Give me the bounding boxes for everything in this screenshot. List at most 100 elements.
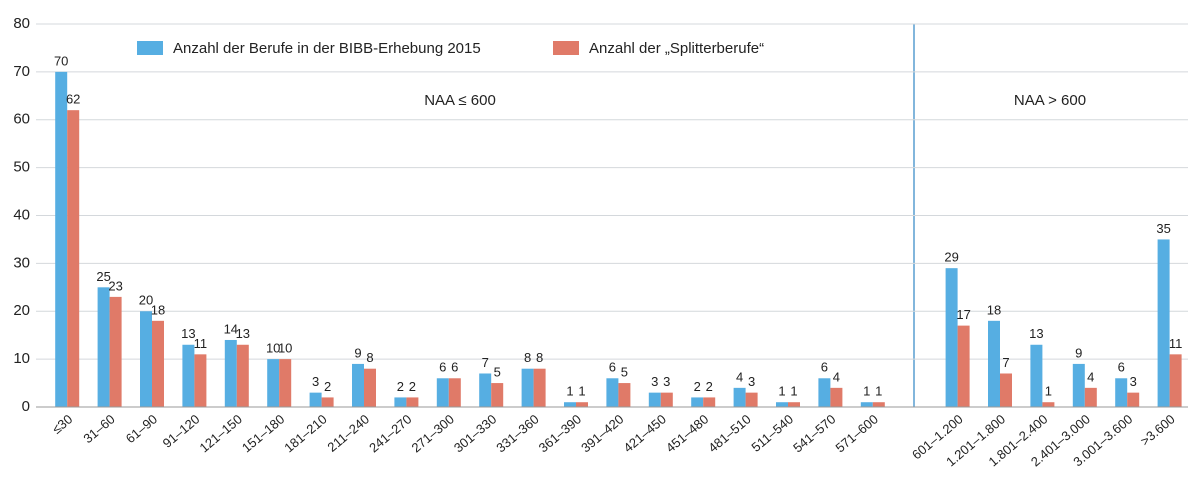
value-label: 13 bbox=[1029, 326, 1043, 341]
x-tick-label: 481–510 bbox=[705, 411, 753, 455]
x-tick-label: 571–600 bbox=[833, 411, 881, 455]
x-tick-label: 451–480 bbox=[663, 411, 711, 455]
value-label: 18 bbox=[987, 302, 1001, 317]
legend-swatch bbox=[137, 41, 163, 55]
bar bbox=[618, 383, 631, 407]
bar bbox=[533, 368, 546, 407]
bar bbox=[745, 392, 758, 407]
bar bbox=[1000, 373, 1012, 407]
x-tick-label: >3.600 bbox=[1137, 411, 1177, 448]
bar bbox=[321, 397, 334, 407]
x-tick-label: 331–360 bbox=[493, 411, 541, 455]
y-tick-label: 60 bbox=[13, 111, 30, 128]
bar bbox=[448, 378, 461, 407]
bar bbox=[776, 402, 788, 407]
x-tick-label: 31–60 bbox=[80, 411, 117, 446]
value-label: 6 bbox=[451, 360, 458, 375]
value-label: 4 bbox=[736, 369, 743, 384]
y-tick-label: 50 bbox=[13, 159, 30, 176]
value-label: 2 bbox=[706, 379, 713, 394]
bar bbox=[309, 392, 322, 407]
value-label: 1 bbox=[875, 384, 882, 399]
bar bbox=[606, 378, 619, 407]
value-label: 1 bbox=[863, 384, 870, 399]
value-label: 6 bbox=[821, 360, 828, 375]
bar bbox=[1157, 239, 1170, 407]
annotation: NAA ≤ 600 bbox=[424, 92, 496, 109]
value-label: 9 bbox=[354, 345, 361, 360]
value-label: 6 bbox=[1118, 360, 1125, 375]
bar bbox=[945, 268, 958, 407]
x-tick-label: 151–180 bbox=[239, 411, 287, 455]
value-label: 6 bbox=[439, 360, 446, 375]
x-tick-label: 211–240 bbox=[324, 411, 372, 454]
value-label: 2 bbox=[324, 379, 331, 394]
bar bbox=[182, 344, 195, 407]
value-label: 8 bbox=[524, 350, 531, 365]
bar bbox=[576, 402, 588, 407]
bar bbox=[1127, 392, 1140, 407]
bar bbox=[788, 402, 800, 407]
value-label: 3 bbox=[651, 374, 658, 389]
value-label: 2 bbox=[694, 379, 701, 394]
x-tick-label: 391–420 bbox=[578, 411, 626, 455]
value-label: 70 bbox=[54, 53, 68, 68]
value-label: 9 bbox=[1075, 345, 1082, 360]
value-label: 11 bbox=[194, 336, 208, 351]
value-label: 20 bbox=[139, 293, 153, 308]
value-label: 14 bbox=[224, 321, 238, 336]
value-label: 17 bbox=[956, 307, 970, 322]
bar bbox=[957, 325, 970, 407]
y-tick-label: 0 bbox=[22, 398, 30, 415]
x-tick-label: 361–390 bbox=[536, 411, 584, 455]
value-label: 13 bbox=[236, 326, 250, 341]
bar bbox=[436, 378, 449, 407]
bar bbox=[1169, 354, 1182, 407]
bar bbox=[703, 397, 716, 407]
x-tick-label: 181–210 bbox=[281, 411, 329, 455]
bar bbox=[1042, 402, 1055, 407]
value-label: 2 bbox=[397, 379, 404, 394]
x-tick-label: 541–570 bbox=[790, 411, 838, 455]
value-label: 23 bbox=[108, 278, 122, 293]
bar bbox=[55, 71, 68, 407]
bar bbox=[872, 402, 885, 407]
bar bbox=[479, 373, 492, 407]
value-label: 8 bbox=[536, 350, 543, 365]
bar bbox=[352, 363, 364, 407]
x-tick-label: 61–90 bbox=[123, 411, 160, 446]
bar bbox=[1072, 363, 1085, 407]
y-tick-label: 10 bbox=[13, 350, 30, 367]
y-tick-label: 70 bbox=[13, 63, 30, 80]
x-tick-label: 241–270 bbox=[366, 411, 414, 455]
value-label: 10 bbox=[266, 341, 280, 356]
bar bbox=[648, 392, 661, 407]
value-label: 8 bbox=[366, 350, 373, 365]
bar bbox=[491, 383, 504, 407]
value-label: 4 bbox=[833, 369, 840, 384]
value-label: 7 bbox=[482, 355, 489, 370]
bar bbox=[521, 368, 534, 407]
legend-label: Anzahl der Berufe in der BIBB-Erhebung 2… bbox=[173, 40, 481, 57]
x-tick-label: 121–150 bbox=[197, 411, 245, 455]
legend-swatch bbox=[553, 41, 579, 55]
bar bbox=[1084, 387, 1097, 407]
bar bbox=[733, 387, 746, 407]
y-tick-label: 80 bbox=[13, 15, 30, 32]
value-label: 3 bbox=[312, 374, 319, 389]
value-label: 1 bbox=[578, 384, 585, 399]
x-tick-label: 511–540 bbox=[748, 411, 796, 454]
bar bbox=[564, 402, 576, 407]
value-label: 13 bbox=[181, 326, 195, 341]
value-label: 29 bbox=[944, 250, 958, 265]
bar bbox=[279, 359, 292, 407]
x-tick-label: ≤30 bbox=[49, 411, 75, 436]
bar bbox=[691, 397, 704, 407]
value-label: 62 bbox=[66, 92, 80, 107]
bar bbox=[140, 311, 152, 407]
bar bbox=[67, 110, 80, 408]
bar bbox=[97, 287, 110, 407]
value-label: 5 bbox=[494, 365, 501, 380]
value-label: 11 bbox=[1169, 336, 1183, 351]
